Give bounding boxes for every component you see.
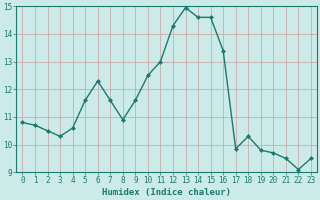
X-axis label: Humidex (Indice chaleur): Humidex (Indice chaleur): [102, 188, 231, 197]
